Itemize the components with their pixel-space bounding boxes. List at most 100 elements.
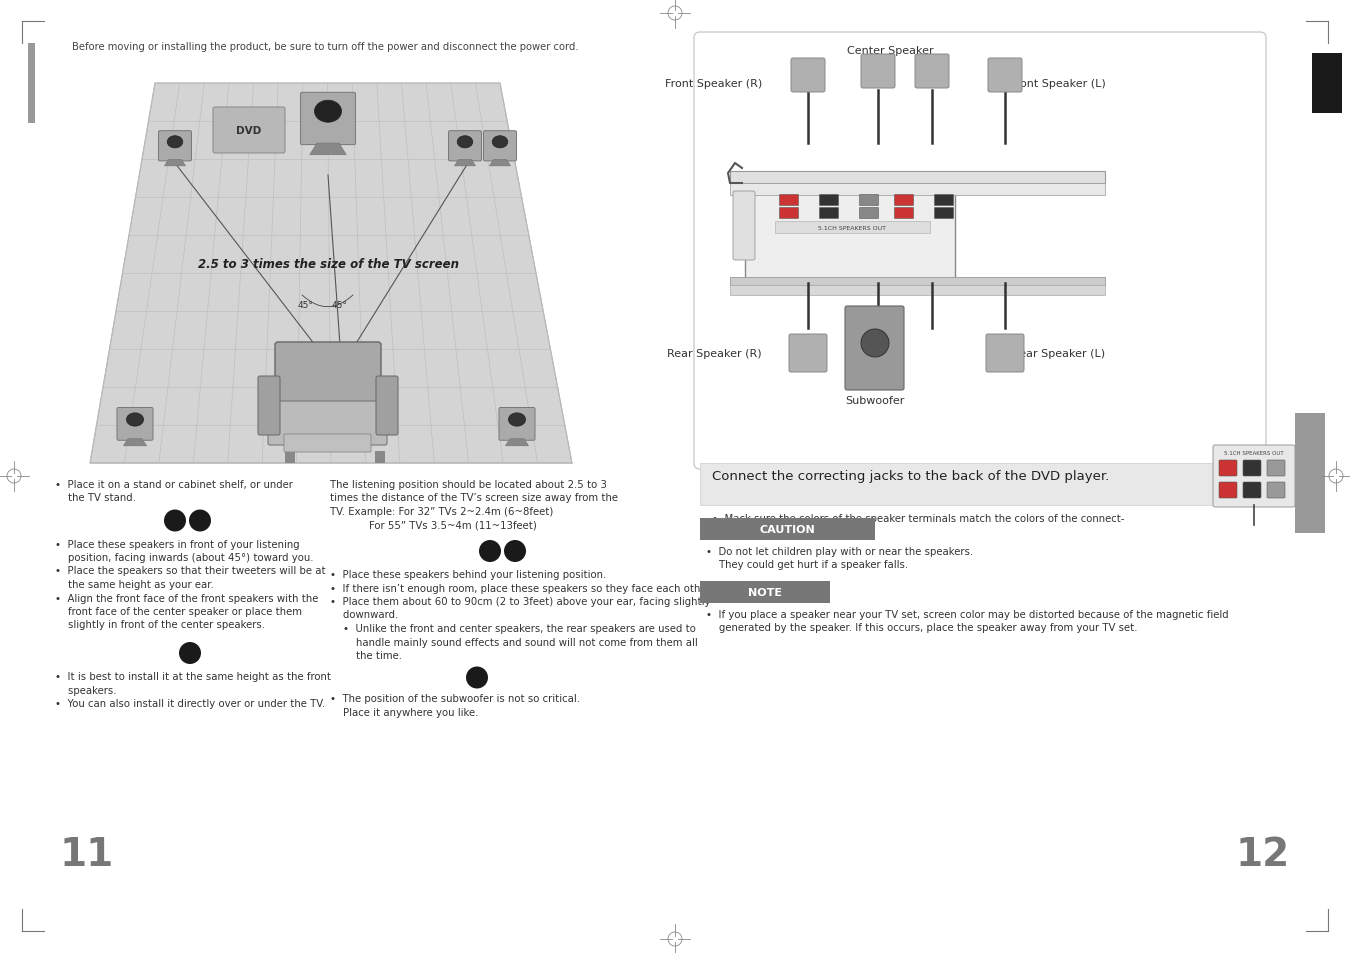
Polygon shape — [165, 160, 185, 167]
FancyBboxPatch shape — [269, 401, 387, 446]
Text: •  It is best to install it at the same height as the front: • It is best to install it at the same h… — [55, 671, 331, 681]
Bar — [730, 184, 1106, 195]
FancyBboxPatch shape — [860, 195, 879, 206]
FancyBboxPatch shape — [1268, 482, 1285, 498]
Bar — [730, 172, 1106, 184]
FancyBboxPatch shape — [779, 209, 798, 219]
FancyBboxPatch shape — [845, 307, 905, 391]
FancyBboxPatch shape — [284, 435, 371, 453]
Text: •  Place the speakers so that their tweeters will be at: • Place the speakers so that their tweet… — [55, 566, 325, 576]
Text: 45°: 45° — [332, 301, 348, 310]
FancyBboxPatch shape — [733, 192, 755, 261]
Text: Front Speaker (R): Front Speaker (R) — [664, 79, 761, 89]
FancyBboxPatch shape — [301, 93, 355, 146]
FancyBboxPatch shape — [819, 195, 838, 206]
Text: 5.1CH SPEAKERS OUT: 5.1CH SPEAKERS OUT — [1224, 451, 1284, 456]
Text: They could get hurt if a speaker falls.: They could get hurt if a speaker falls. — [706, 559, 909, 569]
FancyBboxPatch shape — [895, 209, 914, 219]
Circle shape — [180, 642, 201, 664]
Text: Rear Speaker (L): Rear Speaker (L) — [1012, 349, 1106, 358]
FancyBboxPatch shape — [1243, 482, 1261, 498]
Ellipse shape — [509, 414, 525, 427]
FancyBboxPatch shape — [500, 408, 535, 441]
Text: •  If there isn’t enough room, place these speakers so they face each other.: • If there isn’t enough room, place thes… — [329, 583, 713, 593]
Circle shape — [479, 540, 501, 562]
FancyBboxPatch shape — [275, 343, 381, 429]
Polygon shape — [455, 160, 475, 167]
Text: Connect the correcting jacks to the back of the DVD player.: Connect the correcting jacks to the back… — [711, 470, 1110, 482]
Circle shape — [466, 667, 487, 689]
Text: The listening position should be located about 2.5 to 3: The listening position should be located… — [329, 479, 608, 490]
Text: Subwoofer: Subwoofer — [845, 395, 905, 406]
Bar — [1295, 414, 1324, 534]
FancyBboxPatch shape — [377, 376, 398, 436]
Text: •  Place these speakers behind your listening position.: • Place these speakers behind your liste… — [329, 569, 606, 579]
FancyBboxPatch shape — [483, 132, 517, 162]
Text: speakers.: speakers. — [55, 685, 116, 695]
FancyBboxPatch shape — [258, 376, 279, 436]
FancyBboxPatch shape — [791, 59, 825, 92]
Bar — [285, 452, 296, 463]
Text: •  If you place a speaker near your TV set, screen color may be distorted becaus: • If you place a speaker near your TV se… — [706, 609, 1228, 619]
Bar — [730, 286, 1106, 295]
FancyBboxPatch shape — [819, 209, 838, 219]
Polygon shape — [490, 160, 510, 167]
FancyBboxPatch shape — [1268, 460, 1285, 476]
Text: 11: 11 — [59, 835, 115, 873]
Text: the same height as your ear.: the same height as your ear. — [55, 579, 213, 589]
Text: handle mainly sound effects and sound will not come from them all: handle mainly sound effects and sound wi… — [329, 637, 698, 647]
Circle shape — [163, 510, 186, 532]
Circle shape — [504, 540, 526, 562]
Text: generated by the speaker. If this occurs, place the speaker away from your TV se: generated by the speaker. If this occurs… — [706, 622, 1138, 633]
Text: CAUTION: CAUTION — [759, 524, 815, 535]
FancyBboxPatch shape — [988, 59, 1022, 92]
Text: 5.1CH SPEAKERS OUT: 5.1CH SPEAKERS OUT — [818, 225, 886, 231]
FancyBboxPatch shape — [934, 195, 953, 206]
Ellipse shape — [167, 136, 182, 149]
FancyBboxPatch shape — [1243, 460, 1261, 476]
Text: Front Speaker (L): Front Speaker (L) — [1010, 79, 1106, 89]
Text: For 55” TVs 3.5~4m (11~13feet): For 55” TVs 3.5~4m (11~13feet) — [329, 520, 537, 530]
Polygon shape — [123, 439, 147, 446]
Bar — [701, 463, 1260, 505]
FancyBboxPatch shape — [745, 189, 954, 284]
FancyBboxPatch shape — [788, 335, 828, 373]
FancyBboxPatch shape — [895, 195, 914, 206]
Text: Before moving or installing the product, be sure to turn off the power and disco: Before moving or installing the product,… — [72, 42, 579, 52]
FancyBboxPatch shape — [694, 33, 1266, 470]
Bar — [775, 222, 930, 233]
FancyBboxPatch shape — [1219, 482, 1237, 498]
FancyBboxPatch shape — [117, 408, 153, 441]
Bar — [375, 452, 385, 463]
FancyBboxPatch shape — [158, 132, 192, 162]
Text: 12: 12 — [1235, 835, 1291, 873]
Ellipse shape — [315, 101, 342, 123]
Text: •  Place these speakers in front of your listening: • Place these speakers in front of your … — [55, 539, 300, 549]
Polygon shape — [505, 439, 529, 446]
Text: position, facing inwards (about 45°) toward you.: position, facing inwards (about 45°) tow… — [55, 553, 313, 562]
Text: •  Align the front face of the front speakers with the: • Align the front face of the front spea… — [55, 593, 319, 603]
Text: times the distance of the TV’s screen size away from the: times the distance of the TV’s screen si… — [329, 493, 618, 503]
Text: 45°: 45° — [298, 301, 315, 310]
FancyBboxPatch shape — [915, 55, 949, 89]
Ellipse shape — [861, 330, 890, 357]
Text: front face of the center speaker or place them: front face of the center speaker or plac… — [55, 606, 302, 617]
Text: the time.: the time. — [329, 650, 402, 660]
Text: Rear Speaker (R): Rear Speaker (R) — [667, 349, 761, 358]
Text: •  Place it on a stand or cabinet shelf, or under: • Place it on a stand or cabinet shelf, … — [55, 479, 293, 490]
Text: •  Mack sure the colors of the speaker terminals match the colors of the connect: • Mack sure the colors of the speaker te… — [711, 514, 1125, 523]
FancyBboxPatch shape — [779, 195, 798, 206]
Text: •  The position of the subwoofer is not so critical.: • The position of the subwoofer is not s… — [329, 694, 580, 703]
Text: Place it anywhere you like.: Place it anywhere you like. — [329, 707, 478, 718]
Text: •  Do not let children play with or near the speakers.: • Do not let children play with or near … — [706, 546, 973, 557]
Text: slightly in front of the center speakers.: slightly in front of the center speakers… — [55, 619, 265, 630]
FancyBboxPatch shape — [860, 209, 879, 219]
Ellipse shape — [458, 136, 472, 149]
Polygon shape — [90, 84, 572, 463]
FancyBboxPatch shape — [448, 132, 482, 162]
FancyBboxPatch shape — [934, 209, 953, 219]
Bar — [1312, 54, 1342, 113]
Text: ing jacks.: ing jacks. — [711, 526, 774, 537]
Circle shape — [189, 510, 211, 532]
Text: TV. Example: For 32” TVs 2~2.4m (6~8feet): TV. Example: For 32” TVs 2~2.4m (6~8feet… — [329, 506, 554, 517]
